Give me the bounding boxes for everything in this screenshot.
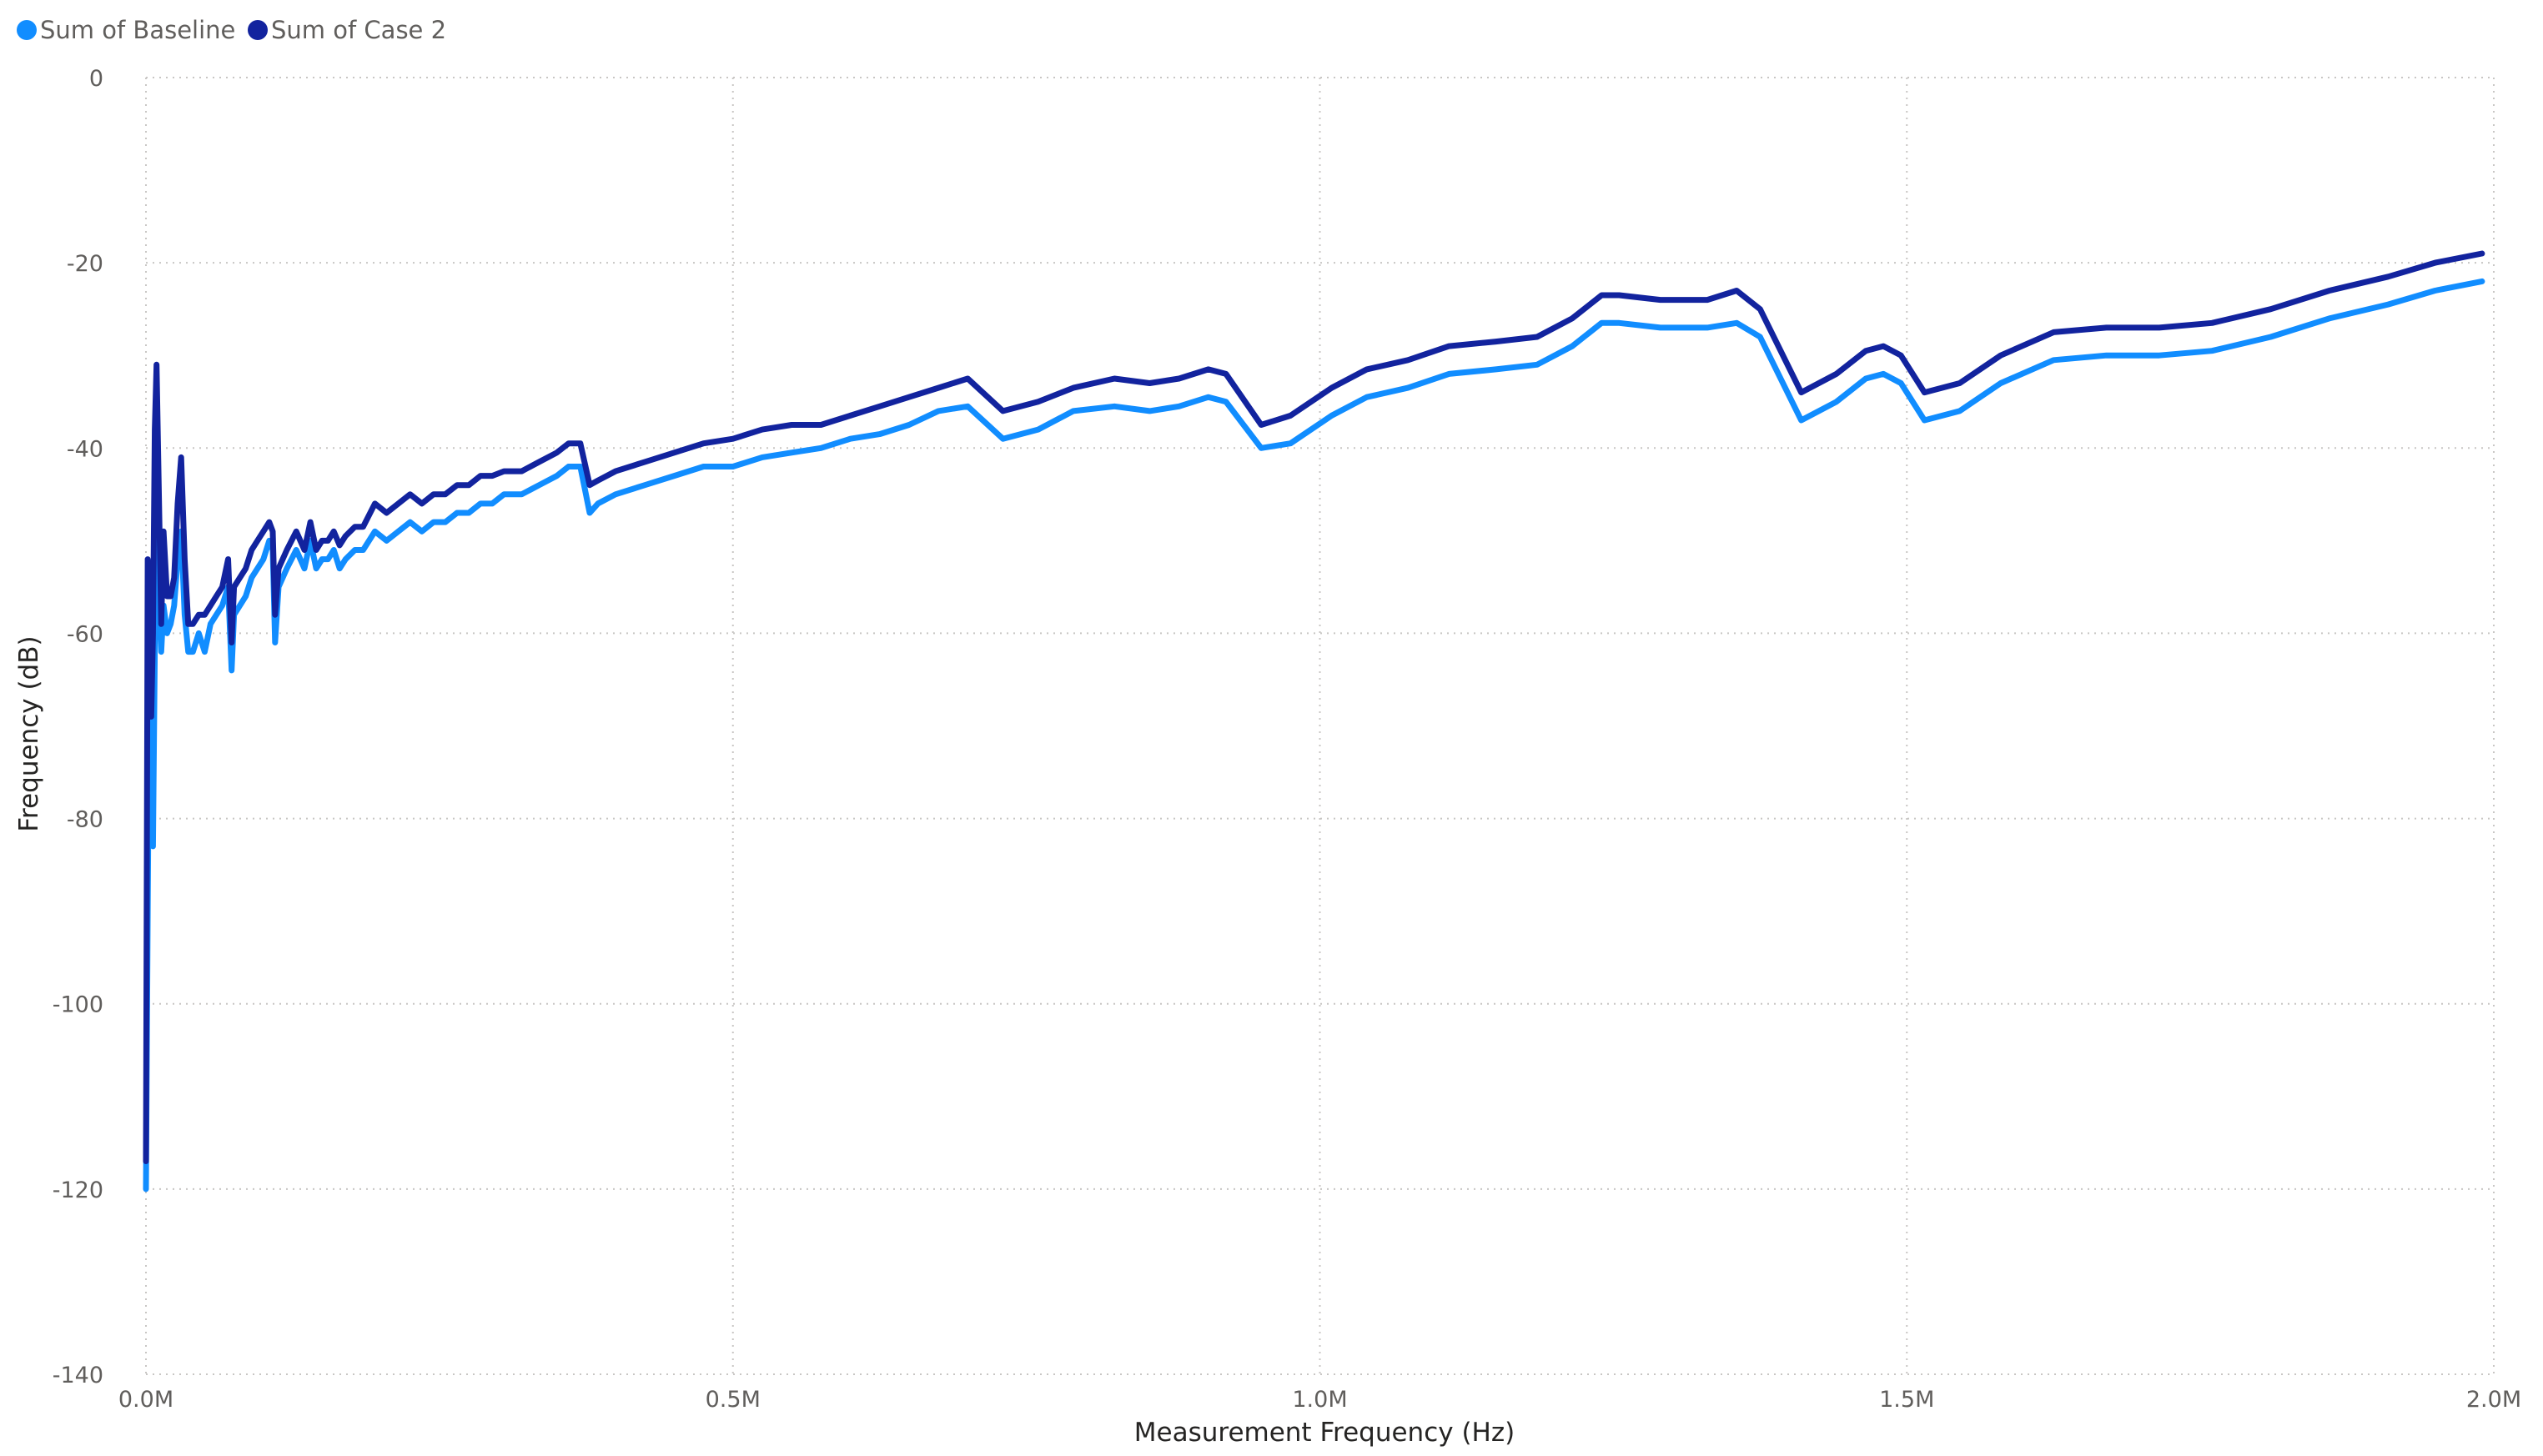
y-tick-label: 0	[89, 66, 103, 92]
y-tick-label: -60	[67, 621, 103, 647]
y-tick-label: -100	[53, 992, 103, 1018]
y-tick-label: -80	[67, 807, 103, 833]
x-tick-label: 0.0M	[118, 1387, 173, 1413]
y-tick-label: -120	[53, 1177, 103, 1203]
y-axis-ticks: 0 -20 -40 -60 -80 -100 -120 -140	[53, 66, 103, 1388]
legend-item-case-2[interactable]: Sum of Case 2	[248, 16, 446, 44]
legend-marker-baseline	[17, 20, 37, 40]
legend-marker-case-2	[248, 20, 268, 40]
series-lines	[143, 250, 2485, 1192]
gridlines	[145, 77, 2495, 1375]
x-axis-title: Measurement Frequency (Hz)	[1134, 1418, 1515, 1448]
y-tick-label: -20	[67, 251, 103, 277]
x-tick-label: 0.5M	[706, 1387, 761, 1413]
y-axis-title: Frequency (dB)	[14, 635, 44, 831]
legend-item-baseline[interactable]: Sum of Baseline	[17, 16, 235, 44]
y-tick-label: -40	[67, 436, 103, 462]
x-tick-label: 1.5M	[1879, 1387, 1934, 1413]
legend-label-baseline: Sum of Baseline	[40, 16, 235, 44]
x-tick-label: 1.0M	[1292, 1387, 1347, 1413]
x-axis-ticks: 0.0M 0.5M 1.0M 1.5M 2.0M	[118, 1387, 2521, 1413]
series-line-baseline[interactable]	[143, 278, 2485, 1192]
series-line-case-2[interactable]	[143, 250, 2485, 1164]
legend[interactable]: Sum of Baseline Sum of Case 2	[17, 16, 446, 44]
legend-label-case-2: Sum of Case 2	[271, 16, 446, 44]
x-tick-label: 2.0M	[2466, 1387, 2521, 1413]
y-tick-label: -140	[53, 1363, 103, 1388]
